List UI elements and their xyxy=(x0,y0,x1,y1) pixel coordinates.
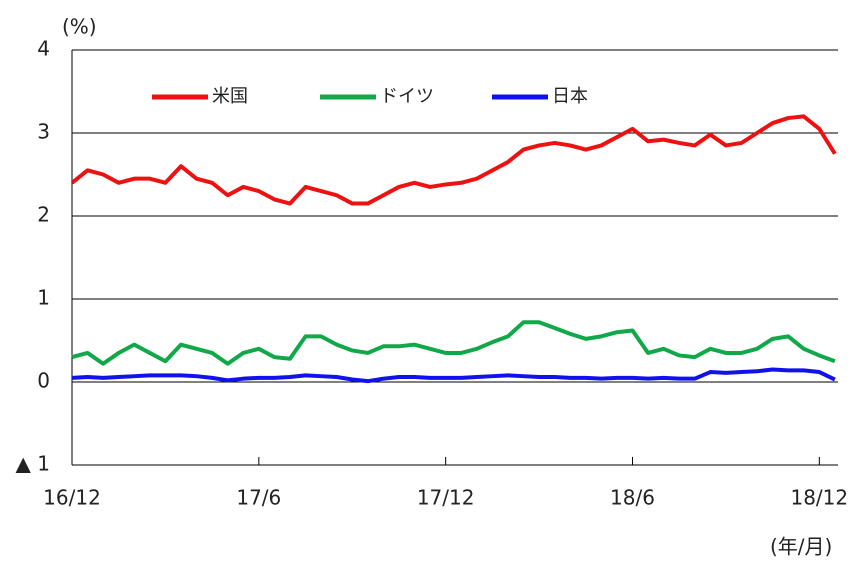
x-tick-label: 18/6 xyxy=(610,486,655,510)
x-tick-label: 17/6 xyxy=(236,486,281,510)
legend-label: ドイツ xyxy=(380,86,434,107)
x-tick-label: 16/12 xyxy=(43,486,101,510)
y-tick-label: 2 xyxy=(37,203,50,227)
y-tick-label: 4 xyxy=(37,37,50,61)
x-unit-label: (年/月) xyxy=(770,535,832,559)
y-tick-label: 3 xyxy=(37,120,50,144)
legend-label: 米国 xyxy=(212,86,248,107)
y-tick-label: 0 xyxy=(37,369,50,393)
y-tick-label: 1 xyxy=(37,286,50,310)
series-line xyxy=(71,320,836,366)
x-tick-label: 18/12 xyxy=(790,486,848,510)
y-tick-label: ▲ 1 xyxy=(16,452,50,476)
series-line xyxy=(70,114,837,206)
x-tick-label: 17/12 xyxy=(417,486,475,510)
y-unit-label: (%) xyxy=(62,15,97,39)
series-line xyxy=(71,367,836,384)
legend-label: 日本 xyxy=(552,86,588,107)
